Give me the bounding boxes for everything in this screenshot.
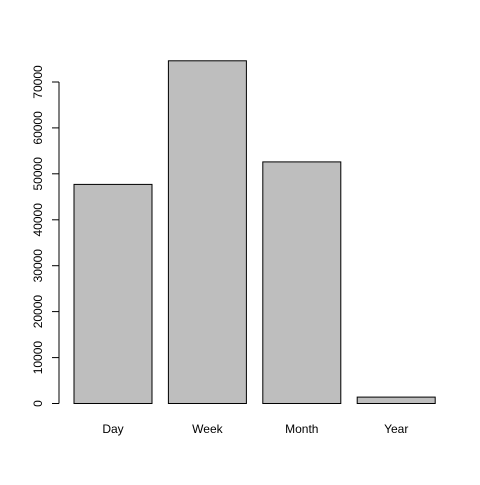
x-tick-label-month: Month	[285, 422, 318, 436]
y-tick-label: 50000	[31, 157, 45, 191]
bar-year	[356, 396, 436, 405]
y-tick-label: 10000	[31, 341, 45, 375]
x-tick-label-day: Day	[102, 422, 123, 436]
y-tick-label: 30000	[31, 249, 45, 283]
y-tick-label: 70000	[31, 65, 45, 99]
y-tick-label: 60000	[31, 111, 45, 145]
y-tick-label: 20000	[31, 295, 45, 329]
bar-week	[167, 60, 247, 405]
y-tick-label: 0	[31, 400, 45, 407]
y-tick-label: 40000	[31, 203, 45, 237]
bars-group	[73, 60, 436, 405]
bar-day	[73, 183, 153, 404]
x-tick-label-year: Year	[384, 422, 408, 436]
bar-month	[262, 161, 342, 404]
x-tick-label-week: Week	[192, 422, 223, 436]
y-axis: 0 10000 20000 30000 40000 50000 60000 70000	[31, 65, 60, 407]
x-axis-labels: Day Week Month Year	[102, 422, 408, 436]
